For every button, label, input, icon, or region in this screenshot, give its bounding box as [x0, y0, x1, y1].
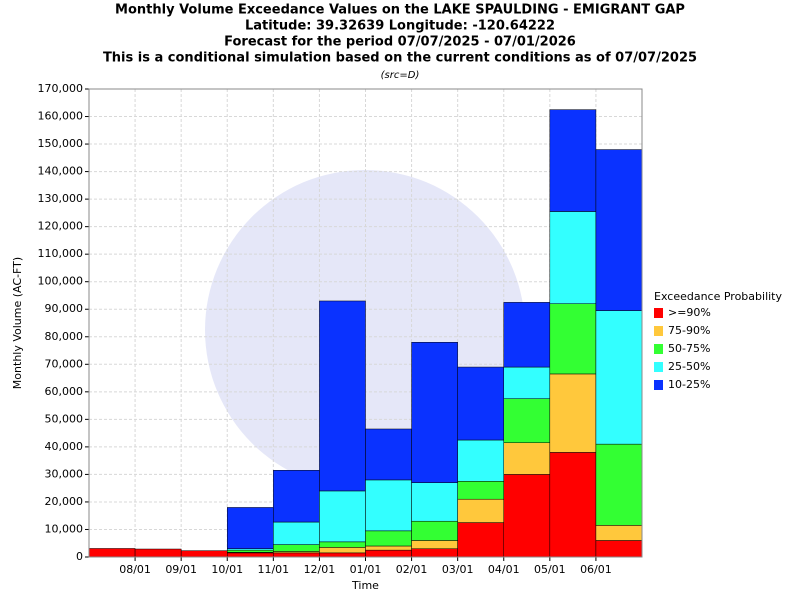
- bar-segment: [319, 547, 366, 554]
- legend-label: 10-25%: [668, 378, 710, 391]
- bar-segment: [503, 474, 551, 558]
- bar-segment: [365, 545, 412, 551]
- bar-segment: [457, 498, 504, 523]
- x-tick-label: 08/01: [119, 563, 151, 576]
- legend-label: 75-90%: [668, 324, 710, 337]
- bar-segment: [595, 149, 643, 311]
- x-tick-label: 01/01: [350, 563, 382, 576]
- x-tick-label: 03/01: [442, 563, 474, 576]
- y-axis-label: Monthly Volume (AC-FT): [11, 257, 24, 389]
- legend-label: 25-50%: [668, 360, 710, 373]
- bar-segment: [180, 550, 228, 558]
- y-tick-label: 100,000: [38, 275, 84, 288]
- bar-segment: [273, 470, 320, 523]
- y-tick-label: 0: [76, 550, 83, 563]
- bar-segment: [134, 548, 182, 558]
- y-tick-label: 150,000: [38, 137, 84, 150]
- bar-segment: [319, 552, 366, 558]
- bar-segment: [503, 442, 551, 475]
- legend-swatch: [654, 326, 663, 336]
- y-tick-label: 90,000: [45, 302, 84, 315]
- y-tick-label: 40,000: [45, 440, 84, 453]
- chart-title: Forecast for the period 07/07/2025 - 07/…: [224, 35, 576, 50]
- bar-segment: [319, 490, 366, 543]
- legend-swatch: [654, 308, 663, 318]
- bar-segment: [503, 398, 551, 444]
- bar-segment: [503, 366, 551, 399]
- bar-segment: [595, 443, 643, 526]
- bar-segment: [319, 541, 366, 548]
- bar-segment: [457, 481, 504, 500]
- y-tick-label: 70,000: [45, 357, 84, 370]
- y-tick-label: 170,000: [38, 82, 84, 95]
- x-axis-label: Time: [351, 579, 379, 592]
- bar-segment: [549, 452, 597, 558]
- y-tick-label: 110,000: [38, 247, 84, 260]
- y-tick-label: 20,000: [45, 495, 84, 508]
- legend-title: Exceedance Probability: [654, 290, 782, 303]
- bar-segment: [227, 552, 274, 558]
- bar-segment: [273, 521, 320, 545]
- bar-segment: [227, 549, 274, 553]
- bar-segment: [411, 540, 458, 549]
- bar-segment: [273, 552, 320, 558]
- bar-segment: [595, 525, 643, 541]
- bar-segment: [88, 548, 136, 558]
- y-tick-label: 120,000: [38, 220, 84, 233]
- bar-segment: [457, 366, 504, 441]
- x-tick-label: 04/01: [488, 563, 520, 576]
- bar-segment: [365, 428, 412, 481]
- bar-segment: [411, 520, 458, 541]
- bar-segment: [457, 522, 504, 558]
- x-tick-label: 10/01: [211, 563, 243, 576]
- x-tick-label: 11/01: [257, 563, 289, 576]
- y-tick-label: 160,000: [38, 110, 84, 123]
- plot-frame: [88, 88, 643, 558]
- chart-subtitle: (src=D): [381, 70, 420, 81]
- x-tick-label: 09/01: [165, 563, 197, 576]
- bar-segment: [411, 482, 458, 522]
- y-tick-label: 140,000: [38, 165, 84, 178]
- x-tick-label: 02/01: [396, 563, 428, 576]
- bar-segment: [457, 439, 504, 482]
- bar-segment: [549, 303, 597, 375]
- bar-segment: [411, 548, 458, 558]
- legend-swatch: [654, 362, 663, 372]
- y-tick-label: 130,000: [38, 192, 84, 205]
- bar-segment: [365, 479, 412, 532]
- bar-segment: [319, 300, 366, 492]
- bar-segment: [595, 310, 643, 445]
- legend-label: >=90%: [668, 306, 711, 319]
- y-tick-label: 60,000: [45, 385, 84, 398]
- y-tick-label: 80,000: [45, 330, 84, 343]
- chart-title: This is a conditional simulation based o…: [103, 51, 697, 66]
- bar-segment: [411, 342, 458, 483]
- chart-title: Latitude: 39.32639 Longitude: -120.64222: [245, 19, 555, 34]
- bar-segment: [595, 540, 643, 558]
- bar-segment: [503, 302, 551, 368]
- y-tick-label: 30,000: [45, 467, 84, 480]
- x-tick-label: 05/01: [534, 563, 566, 576]
- legend-swatch: [654, 380, 663, 390]
- bar-segment: [365, 549, 412, 558]
- bar-segment: [549, 373, 597, 453]
- y-tick-label: 50,000: [45, 412, 84, 425]
- bar-segment: [273, 544, 320, 552]
- legend-label: 50-75%: [668, 342, 710, 355]
- bar-segment: [549, 109, 597, 212]
- bar-segment: [549, 211, 597, 304]
- bar-segment: [227, 507, 274, 549]
- legend-swatch: [654, 344, 663, 354]
- x-tick-label: 06/01: [580, 563, 612, 576]
- y-tick-label: 10,000: [45, 522, 84, 535]
- x-tick-label: 12/01: [304, 563, 336, 576]
- chart-title: Monthly Volume Exceedance Values on the …: [115, 3, 685, 18]
- bar-segment: [365, 530, 412, 547]
